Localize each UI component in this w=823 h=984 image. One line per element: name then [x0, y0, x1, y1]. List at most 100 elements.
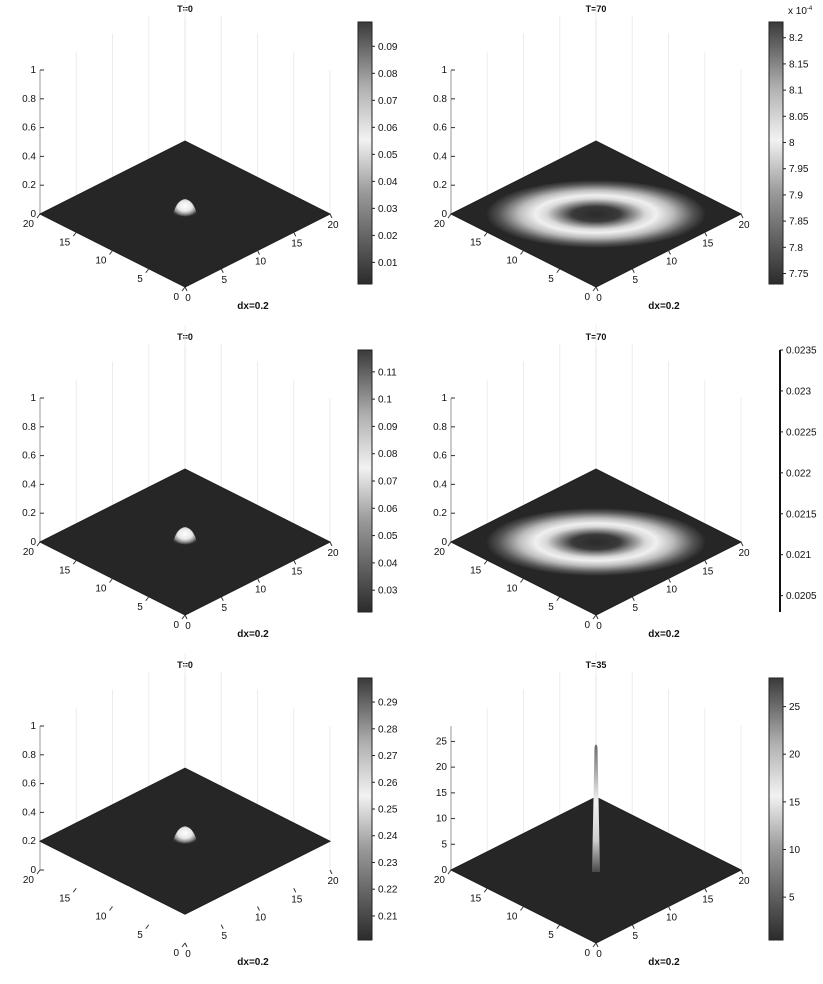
y-tick: [592, 614, 597, 620]
colorbar-tick-label: 0.0235: [786, 346, 817, 357]
x-tick-label: 15: [291, 566, 303, 577]
colorbar-tick-label: 0.03: [378, 204, 398, 215]
y-tick-label: 5: [548, 274, 554, 285]
x-tick-label: 15: [702, 566, 714, 577]
z-tick-label: 0.4: [433, 151, 447, 162]
colorbar: 5 10 15 20 25: [768, 677, 801, 941]
ring-feature: [486, 508, 706, 576]
colorbar: 0.03 0.04 0.05 0.06 0.07 0.08 0.09 0.1 0.11: [357, 349, 398, 613]
x-axis-label: dx=0.2: [648, 629, 680, 640]
colorbar-tick-label: 0.22: [378, 885, 398, 896]
colorbar-tick-label: 0.05: [378, 531, 398, 542]
y-tick: [72, 231, 77, 237]
colorbar-tick-label: 0.06: [378, 123, 398, 134]
colorbar-tick-label: 20: [789, 750, 801, 761]
z-tick-label: 0.8: [22, 750, 36, 761]
colorbar-tick-label: 0.21: [378, 911, 398, 922]
x-tick: [595, 286, 599, 292]
plot-svg-3: T=000.20.40.60.810510152005101520dx=0.20…: [22, 325, 398, 640]
y-tick-label: 20: [23, 875, 35, 886]
y-tick: [109, 578, 113, 583]
x-tick: [631, 268, 635, 273]
x-axis-label: dx=0.2: [237, 629, 269, 640]
x-tick: [293, 888, 297, 893]
x-tick: [184, 942, 188, 948]
z-tick-label: 0.6: [433, 451, 447, 462]
y-tick-label: 0: [584, 948, 590, 959]
colorbar: 0.01 0.02 0.03 0.04 0.05 0.06 0.07 0.08 0.09: [357, 21, 398, 285]
x-tick: [293, 560, 297, 565]
x-tick: [595, 614, 599, 620]
z-tick-label: 0.8: [22, 422, 36, 433]
x-tick-label: 15: [702, 894, 714, 905]
z-tick-label: 20: [436, 762, 448, 773]
colorbar-tick-label: 0.07: [378, 96, 398, 107]
x-tick: [704, 232, 708, 237]
x-tick: [668, 250, 671, 255]
y-tick: [483, 559, 488, 565]
y-tick: [447, 869, 452, 875]
x-tick: [631, 924, 635, 929]
y-tick: [592, 942, 597, 948]
y-tick: [483, 231, 488, 237]
z-tick-label: 0: [441, 865, 447, 876]
x-axis-label: dx=0.2: [648, 301, 680, 312]
colorbar-tick-label: 0.11: [378, 367, 397, 378]
z-tick-label: 0.4: [433, 479, 447, 490]
colorbar-tick-label: 8.2: [789, 33, 803, 44]
x-axis-label: dx=0.2: [237, 957, 269, 968]
y-tick-label: 20: [434, 219, 446, 230]
x-tick: [668, 578, 671, 583]
colorbar-gradient: [768, 21, 784, 285]
z-tick-label: 0: [441, 537, 447, 548]
x-tick-label: 15: [291, 238, 303, 249]
x-tick-label: 15: [291, 894, 303, 905]
x-tick: [184, 614, 188, 620]
colorbar-tick-label: 0.0215: [786, 509, 817, 520]
y-tick: [109, 906, 113, 911]
colorbar-gradient: [768, 677, 784, 941]
colorbar-tick-label: 0.022: [786, 468, 811, 479]
y-tick: [145, 596, 150, 602]
x-tick: [740, 541, 744, 547]
bump-feature: [173, 199, 197, 217]
colorbar-tick-label: 0.1: [378, 395, 392, 406]
x-tick-label: 5: [221, 603, 227, 614]
colorbar-tick-label: 0.04: [378, 558, 398, 569]
x-tick: [704, 560, 708, 565]
y-tick-label: 10: [95, 256, 107, 267]
y-tick-label: 0: [584, 292, 590, 303]
z-tick-label: 1: [30, 393, 36, 404]
x-tick: [595, 942, 599, 948]
z-tick-label: 0: [441, 209, 447, 220]
y-tick-label: 15: [59, 237, 71, 248]
x-tick-label: 0: [185, 621, 191, 632]
x-tick-label: 20: [738, 220, 750, 231]
x-tick-label: 5: [632, 603, 638, 614]
y-tick: [447, 213, 452, 219]
y-tick: [556, 596, 561, 602]
x-tick-label: 5: [221, 931, 227, 942]
colorbar-tick-label: 8.05: [789, 112, 809, 123]
x-tick: [220, 268, 224, 273]
x-axis-label: dx=0.2: [237, 301, 269, 312]
z-tick-label: 0.4: [22, 479, 36, 490]
x-tick: [257, 906, 260, 911]
y-tick-label: 15: [59, 565, 71, 576]
z-tick-label: 1: [30, 65, 36, 76]
z-tick-label: 1: [441, 65, 447, 76]
y-tick-label: 15: [470, 237, 482, 248]
x-tick: [704, 888, 708, 893]
colorbar-exponent: x 10-4: [788, 6, 813, 17]
x-tick-label: 20: [738, 548, 750, 559]
colorbar-tick-label: 0.07: [378, 477, 398, 488]
x-tick: [220, 924, 224, 929]
colorbar-tick-label: 0.08: [378, 449, 398, 460]
colorbar: 7.75 7.8 7.85 7.9 7.95 8 8.05 8.1 8.15 8.2 x 10-4: [768, 6, 813, 285]
x-tick: [740, 869, 744, 875]
y-tick-label: 0: [173, 948, 179, 959]
colorbar-tick-label: 0.02: [378, 231, 398, 242]
colorbar-tick-label: 7.85: [789, 217, 809, 228]
x-tick-label: 20: [738, 876, 750, 887]
y-tick-label: 5: [548, 930, 554, 941]
